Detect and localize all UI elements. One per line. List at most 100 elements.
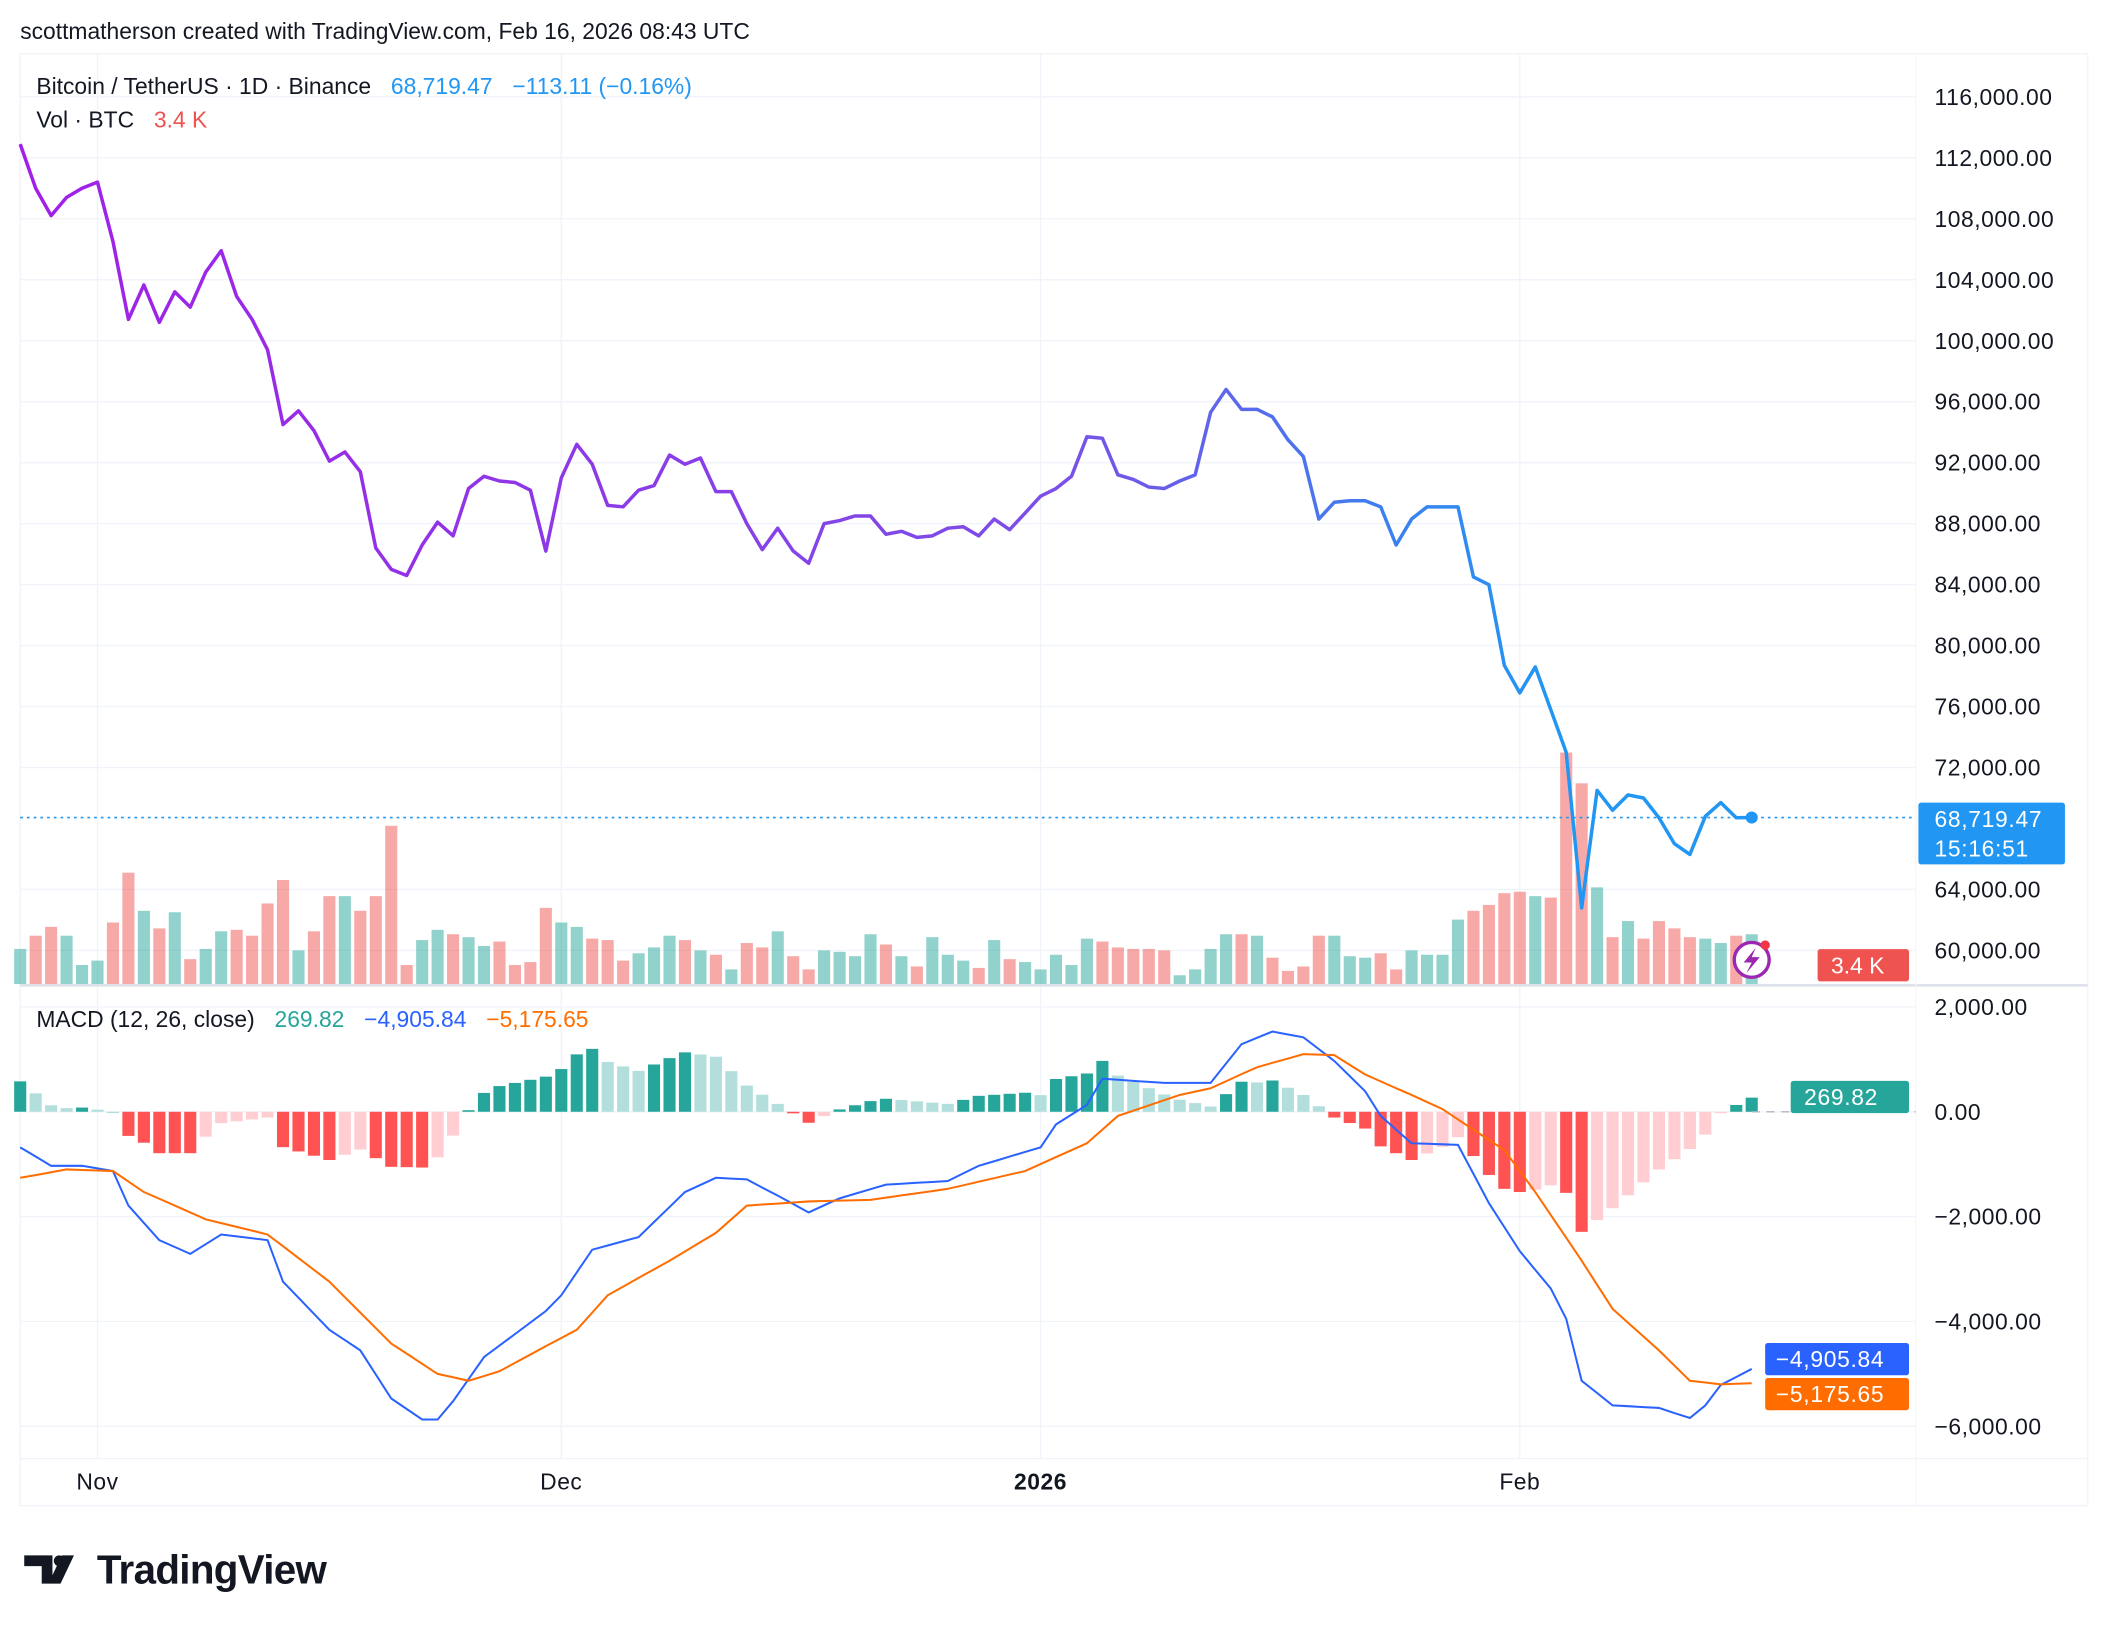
macd-histogram-bar [1482,1111,1495,1175]
legend-change: −113.11 (−0.16%) [512,73,692,99]
volume-bar [199,948,212,985]
macd-histogram-bar [168,1111,181,1154]
macd-histogram-bar [895,1100,908,1112]
macd-histogram-bar [137,1111,150,1143]
volume-bar [447,934,460,985]
legend-last-price: 68,719.47 [391,73,493,99]
volume-bar [1591,887,1604,985]
macd-histogram-bar [818,1111,831,1117]
volume-bar [1111,947,1124,985]
signal-tag-value: −5,175.65 [1776,1381,1884,1407]
volume-bar [957,960,970,985]
price-tag-value: 68,719.47 [1935,806,2043,832]
volume-bar [1065,965,1078,985]
macd-histogram-bar [1204,1106,1217,1112]
price-axis-label: 92,000.00 [1935,450,2041,476]
volume-bar [725,969,738,985]
volume-bar [771,931,784,985]
macd-histogram-bar [524,1079,537,1112]
volume-bar [1498,893,1511,985]
volume-bar [678,940,692,985]
macd-histogram-bar [972,1095,985,1112]
volume-bar [1250,935,1264,985]
volume-bar [1312,935,1325,985]
macd-histogram-bar [292,1111,305,1152]
macd-histogram-bar [338,1111,351,1155]
volume-bar [1281,970,1294,985]
volume-bar [1560,752,1573,985]
macd-histogram-bar [1529,1111,1542,1190]
macd-histogram-bar [1714,1111,1727,1114]
volume-tag-value: 3.4 K [1831,952,1884,978]
volume-bar [663,935,676,985]
price-axis-label: 104,000.00 [1935,267,2055,293]
macd-histogram-bar [864,1101,877,1112]
macd-histogram-bar [307,1111,320,1156]
volume-bar [215,931,228,985]
macd-histogram-bar [586,1048,599,1112]
macd-histogram-bar [1111,1075,1124,1112]
macd-histogram-bar [1250,1082,1264,1112]
volume-bar [1359,957,1372,985]
volume-bar [1544,897,1557,985]
macd-axis-label: 0.00 [1935,1099,1982,1125]
macd-histogram-bar [632,1070,645,1112]
macd-histogram-bar [1297,1094,1310,1112]
volume-bar [632,953,645,985]
price-tag: 68,719.47 15:16:51 [1918,802,2065,865]
macd-tag: −4,905.84 [1765,1342,1910,1376]
macd-histogram-bar [1142,1088,1155,1112]
macd-histogram-bar [709,1056,722,1112]
macd-histogram-bar [848,1105,862,1112]
volume-bar [709,954,722,985]
volume-bar [1421,954,1434,985]
macd-histogram-bar [740,1085,753,1112]
macd-histogram-bar [941,1103,954,1112]
macd-histogram-bar [1544,1111,1557,1186]
macd-histogram-bar [1405,1111,1418,1161]
macd-histogram-bar [1312,1106,1325,1112]
legend-volume[interactable]: Vol · BTC 3.4 K [36,107,207,133]
signal-line [20,1053,1752,1386]
volume-bar [926,937,939,985]
price-axis-label: 96,000.00 [1935,389,2041,415]
grid [20,53,1916,1459]
macd-histogram-bar [725,1071,738,1112]
macd-histogram-bar [385,1111,398,1167]
macd-histogram-bar [230,1111,243,1122]
price-axis-label: 64,000.00 [1935,877,2041,903]
macd-histogram-bar [246,1111,259,1120]
macd-label: MACD (12, 26, close) [36,1006,254,1032]
price-axis-label: 100,000.00 [1935,328,2055,354]
time-axis-label: Feb [1499,1469,1540,1495]
volume-bar [740,943,753,985]
macd-histogram-bar [1343,1111,1356,1124]
volume-bar [1003,959,1016,985]
price-axis-label: 108,000.00 [1935,206,2055,232]
price-axis-label: 112,000.00 [1935,145,2053,171]
tradingview-logo[interactable]: TradingView [24,1547,328,1593]
macd-histogram-bar [1049,1079,1063,1112]
macd-histogram-bar [1034,1095,1047,1112]
volume-bar [1096,941,1109,985]
macd-histogram-bar [988,1094,1001,1112]
volume-bar [802,969,815,985]
macd-histogram-bar [555,1069,568,1112]
macd-histogram-bar [1621,1111,1635,1196]
macd-histogram-bar [1606,1111,1619,1209]
legend-macd[interactable]: MACD (12, 26, close) 269.82 −4,905.84 −5… [36,1006,588,1032]
legend-symbol[interactable]: Bitcoin / TetherUS · 1D · Binance 68,719… [36,73,692,99]
volume-bar [184,959,197,985]
volume-bar [1467,910,1480,985]
volume-bar [493,941,506,985]
price-axis-label: 116,000.00 [1935,84,2053,110]
lightning-icon[interactable] [1732,940,1771,980]
volume-bar [230,929,243,985]
hist-tag-value: 269.82 [1804,1084,1878,1110]
signal-tag: −5,175.65 [1765,1377,1910,1411]
volume-bar [45,926,58,985]
volume-bar [14,948,27,985]
macd-histogram-bar [462,1110,475,1112]
macd-histogram-bar [354,1111,367,1150]
